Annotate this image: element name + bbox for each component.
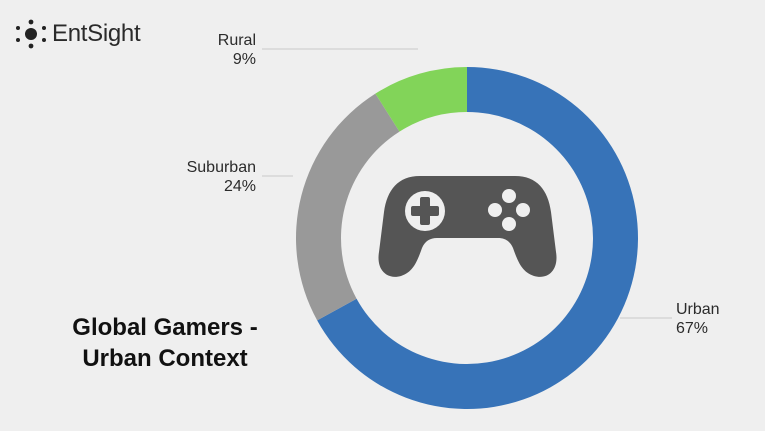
gamepad-icon [378, 176, 557, 277]
slice-label-value: 24% [223, 178, 256, 195]
chart-title-line-2: Urban Context [82, 345, 248, 372]
chart-title-line-1: Global Gamers - [72, 314, 258, 341]
slice-label-urban: Urban 67% [676, 300, 756, 338]
brand-logo: EntSight [14, 18, 144, 50]
slice-label-rural: Rural 9% [200, 31, 256, 69]
slice-label-value: 9% [232, 51, 256, 68]
slice-label-name: Suburban [186, 159, 256, 176]
slice-label-name: Rural [217, 32, 256, 49]
slice-label-name: Urban [676, 301, 720, 318]
slice-rural [375, 67, 467, 132]
brand-name: EntSight [52, 20, 141, 47]
slice-suburban [295, 93, 400, 321]
slice-label-value: 67% [676, 320, 709, 337]
slice-label-suburban: Suburban 24% [150, 158, 256, 196]
chart-title: Global Gamers - Urban Context [30, 312, 300, 374]
dots-logo-icon [16, 19, 46, 49]
